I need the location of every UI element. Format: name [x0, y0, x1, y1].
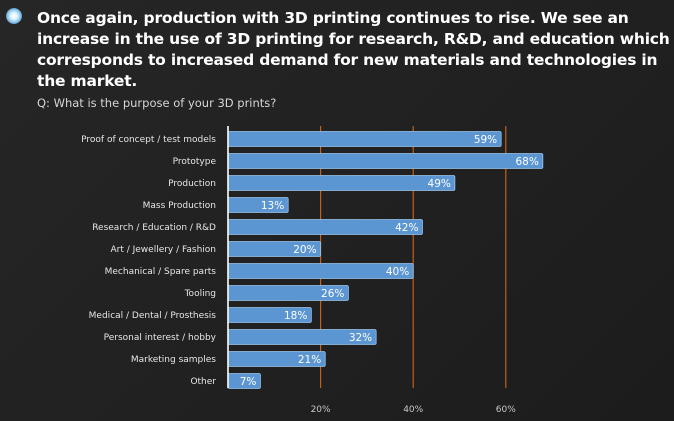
- bar-1: [227, 131, 502, 147]
- category-label: Prototype: [173, 157, 217, 167]
- category-label: Proof of concept / test models: [81, 135, 216, 145]
- category-label: Mass Production: [143, 201, 216, 211]
- value-label: 40%: [386, 266, 409, 278]
- value-label: 18%: [284, 310, 307, 322]
- category-label: Tooling: [184, 289, 216, 299]
- value-label: 49%: [428, 178, 451, 190]
- category-label: Medical / Dental / Prosthesis: [89, 311, 217, 321]
- value-label: 20%: [293, 244, 316, 256]
- value-label: 68%: [515, 156, 538, 168]
- category-label: Production: [168, 179, 216, 189]
- x-tick-label: 40%: [403, 405, 423, 415]
- value-label: 59%: [474, 134, 497, 146]
- x-tick-label: 20%: [311, 405, 331, 415]
- chart-question: Q: What is the purpose of your 3D prints…: [37, 96, 277, 110]
- value-label: 32%: [349, 332, 372, 344]
- bar-5: [227, 219, 423, 235]
- category-label: Personal interest / hobby: [104, 333, 217, 343]
- value-label: 42%: [395, 222, 418, 234]
- value-label: 13%: [261, 200, 284, 212]
- bar-3: [227, 175, 456, 191]
- value-label: 26%: [321, 288, 344, 300]
- category-label: Research / Education / R&D: [92, 223, 216, 233]
- x-tick-label: 60%: [496, 405, 516, 415]
- category-label: Other: [190, 377, 216, 387]
- category-label: Art / Jewellery / Fashion: [110, 245, 216, 255]
- headline-text: Once again, production with 3D printing …: [37, 9, 670, 90]
- category-label: Mechanical / Spare parts: [105, 267, 217, 277]
- headline-bullet-icon: [6, 8, 22, 24]
- value-label: 7%: [240, 376, 257, 388]
- value-label: 21%: [298, 354, 321, 366]
- category-label: Marketing samples: [131, 355, 216, 365]
- bar-2: [227, 153, 544, 169]
